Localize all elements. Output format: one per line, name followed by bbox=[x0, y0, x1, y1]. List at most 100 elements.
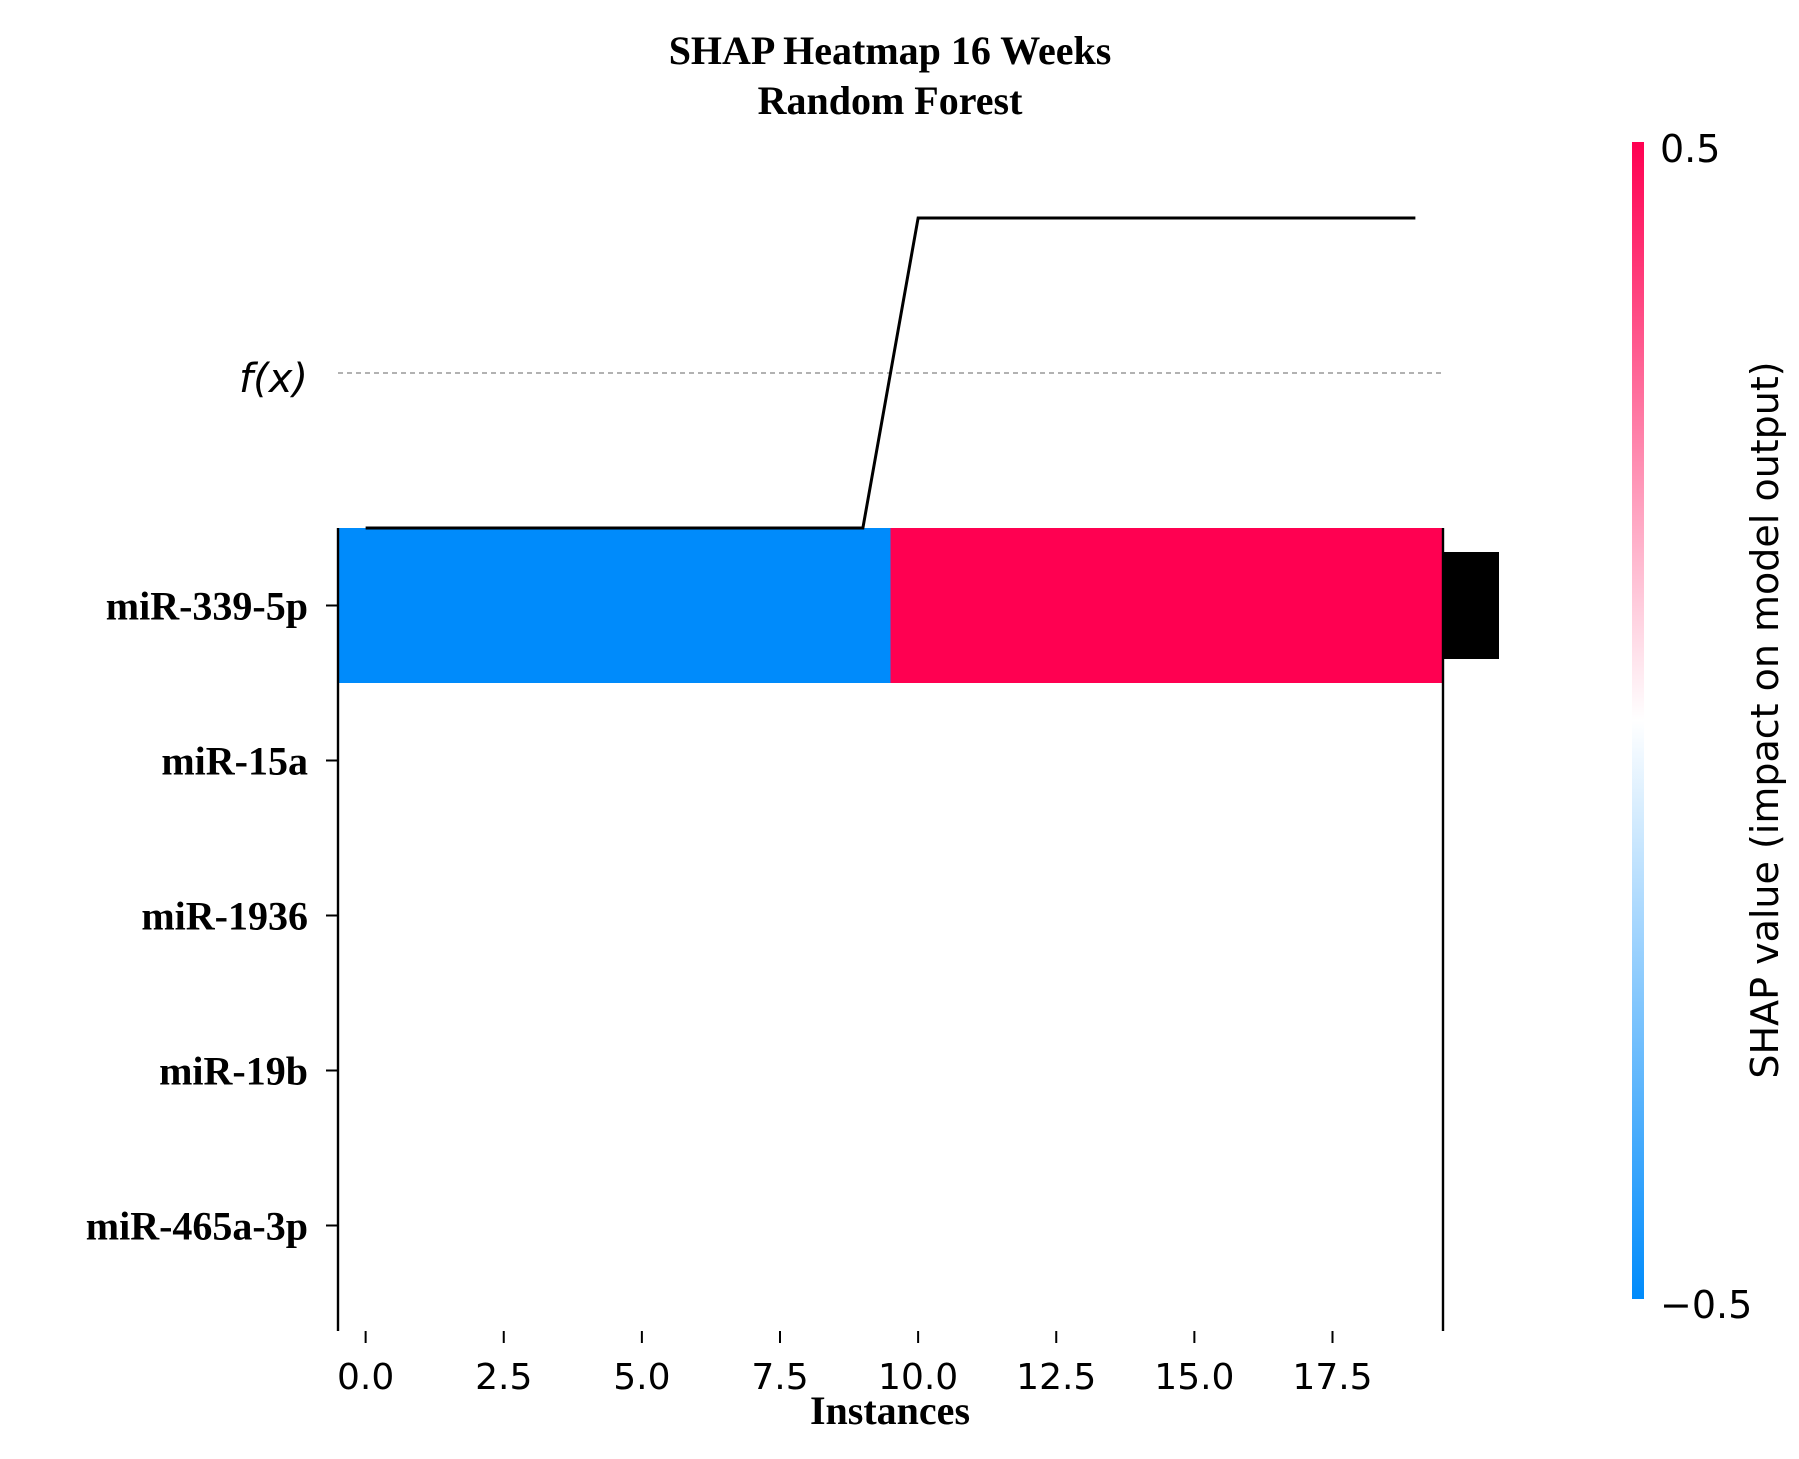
x-tick-labels: 0.0 2.5 5.0 7.5 10.0 12.5 15.0 17.5 bbox=[337, 1331, 1373, 1398]
heatmap-cell-miR-465a-3p-3 bbox=[503, 1148, 560, 1303]
y-tick-label-miR-465a-3p: miR-465a-3p bbox=[86, 1204, 308, 1249]
heatmap-cell-miR-1936-18 bbox=[1332, 838, 1389, 993]
heatmap-cell-miR-465a-3p-17 bbox=[1277, 1148, 1334, 1303]
heatmap-cell-miR-15a-16 bbox=[1222, 683, 1278, 838]
heatmap-cell-miR-465a-3p-18 bbox=[1332, 1148, 1389, 1303]
heatmap-cell-miR-465a-3p-11 bbox=[945, 1148, 1002, 1303]
heatmap-cell-miR-19b-8 bbox=[780, 993, 836, 1148]
heatmap-cell-miR-15a-13 bbox=[1056, 683, 1113, 838]
fx-label: f(x) bbox=[239, 356, 308, 402]
heatmap-cell-miR-339-5p-9 bbox=[835, 528, 892, 683]
heatmap-cell-miR-19b-18 bbox=[1332, 993, 1389, 1148]
heatmap-cell-miR-465a-3p-0 bbox=[338, 1148, 394, 1303]
heatmap-cell-miR-465a-3p-14 bbox=[1111, 1148, 1168, 1303]
heatmap-cell-miR-19b-13 bbox=[1056, 993, 1113, 1148]
heatmap-cell-miR-1936-4 bbox=[559, 838, 615, 993]
heatmap-cell-miR-339-5p-19 bbox=[1387, 528, 1444, 683]
heatmap-cell-miR-15a-14 bbox=[1111, 683, 1168, 838]
heatmap-cell-miR-465a-3p-1 bbox=[393, 1148, 450, 1303]
heatmap-cell-miR-1936-5 bbox=[614, 838, 671, 993]
heatmap-cell-miR-1936-19 bbox=[1387, 838, 1444, 993]
heatmap-cell-miR-19b-19 bbox=[1387, 993, 1444, 1148]
heatmap-cell-miR-1936-8 bbox=[780, 838, 836, 993]
heatmap-cell-miR-19b-10 bbox=[890, 993, 947, 1148]
heatmap-cell-miR-1936-12 bbox=[1001, 838, 1057, 993]
heatmap-cell-miR-19b-12 bbox=[1001, 993, 1057, 1148]
heatmap-cell-miR-339-5p-2 bbox=[448, 528, 505, 683]
y-tick-label-miR-1936: miR-1936 bbox=[141, 894, 308, 939]
y-tick-label-miR-19b: miR-19b bbox=[159, 1049, 308, 1094]
x-tick-label-5.0: 5.0 bbox=[613, 1357, 670, 1398]
heatmap-cell-miR-1936-13 bbox=[1056, 838, 1113, 993]
y-tick-label-miR-15a: miR-15a bbox=[161, 739, 308, 784]
heatmap-cell-miR-339-5p-11 bbox=[945, 528, 1002, 683]
heatmap-cell-miR-15a-4 bbox=[559, 683, 615, 838]
heatmap-cell-miR-465a-3p-19 bbox=[1387, 1148, 1444, 1303]
heatmap-cell-miR-465a-3p-13 bbox=[1056, 1148, 1113, 1303]
x-tick-label-0.0: 0.0 bbox=[337, 1357, 394, 1398]
heatmap-cell-miR-1936-7 bbox=[724, 838, 781, 993]
heatmap-cell-miR-19b-5 bbox=[614, 993, 671, 1148]
chart-subtitle: Random Forest bbox=[758, 78, 1023, 123]
heatmap-cell-miR-465a-3p-5 bbox=[614, 1148, 671, 1303]
heatmap-cell-miR-339-5p-10 bbox=[890, 528, 947, 683]
heatmap-cell-miR-19b-3 bbox=[503, 993, 560, 1148]
heatmap-cell-miR-15a-11 bbox=[945, 683, 1002, 838]
heatmap-cell-miR-15a-5 bbox=[614, 683, 671, 838]
heatmap-cell-miR-1936-0 bbox=[338, 838, 394, 993]
heatmap-cell-miR-465a-3p-8 bbox=[780, 1148, 836, 1303]
heatmap-cell-miR-1936-1 bbox=[393, 838, 450, 993]
heatmap-cell-miR-465a-3p-6 bbox=[669, 1148, 726, 1303]
heatmap-cells bbox=[338, 528, 1444, 1303]
x-tick-label-2.5: 2.5 bbox=[475, 1357, 532, 1398]
heatmap-cell-miR-339-5p-3 bbox=[503, 528, 560, 683]
heatmap-cell-miR-15a-7 bbox=[724, 683, 781, 838]
heatmap-cell-miR-465a-3p-7 bbox=[724, 1148, 781, 1303]
heatmap-cell-miR-19b-6 bbox=[669, 993, 726, 1148]
heatmap-cell-miR-15a-17 bbox=[1277, 683, 1334, 838]
heatmap-cell-miR-19b-7 bbox=[724, 993, 781, 1148]
heatmap-cell-miR-465a-3p-2 bbox=[448, 1148, 505, 1303]
y-tick-label-miR-339-5p: miR-339-5p bbox=[106, 584, 308, 629]
colorbar-min-label: −0.5 bbox=[1660, 1283, 1752, 1327]
heatmap-cell-miR-15a-6 bbox=[669, 683, 726, 838]
heatmap-cell-miR-19b-4 bbox=[559, 993, 615, 1148]
heatmap-cell-miR-15a-18 bbox=[1332, 683, 1389, 838]
heatmap-cell-miR-1936-16 bbox=[1222, 838, 1278, 993]
heatmap-cell-miR-1936-15 bbox=[1166, 838, 1223, 993]
x-tick-label-7.5: 7.5 bbox=[751, 1357, 808, 1398]
colorbar bbox=[1632, 142, 1644, 1299]
x-tick-label-12.5: 12.5 bbox=[1016, 1357, 1096, 1398]
heatmap-cell-miR-1936-2 bbox=[448, 838, 505, 993]
heatmap-cell-miR-19b-15 bbox=[1166, 993, 1223, 1148]
heatmap-cell-miR-19b-0 bbox=[338, 993, 394, 1148]
heatmap-cell-miR-19b-2 bbox=[448, 993, 505, 1148]
heatmap-cell-miR-19b-11 bbox=[945, 993, 1002, 1148]
x-tick-label-17.5: 17.5 bbox=[1292, 1357, 1372, 1398]
heatmap-cell-miR-15a-2 bbox=[448, 683, 505, 838]
fx-line bbox=[365, 216, 1416, 530]
importance-bars bbox=[1444, 552, 1499, 659]
fx-line-group bbox=[338, 216, 1443, 530]
heatmap-cell-miR-15a-3 bbox=[503, 683, 560, 838]
heatmap-cell-miR-339-5p-7 bbox=[724, 528, 781, 683]
x-axis-label: Instances bbox=[810, 1388, 970, 1433]
heatmap-cell-miR-1936-17 bbox=[1277, 838, 1334, 993]
heatmap-cell-miR-15a-1 bbox=[393, 683, 450, 838]
y-tick-labels: miR-339-5p miR-15a miR-1936 miR-19b miR-465a… bbox=[86, 584, 338, 1249]
heatmap-cell-miR-465a-3p-15 bbox=[1166, 1148, 1223, 1303]
heatmap-cell-miR-339-5p-16 bbox=[1222, 528, 1278, 683]
heatmap-cell-miR-15a-15 bbox=[1166, 683, 1223, 838]
heatmap-cell-miR-1936-10 bbox=[890, 838, 947, 993]
heatmap-cell-miR-15a-12 bbox=[1001, 683, 1057, 838]
heatmap-cell-miR-19b-16 bbox=[1222, 993, 1278, 1148]
heatmap-cell-miR-339-5p-4 bbox=[559, 528, 615, 683]
heatmap-cell-miR-15a-0 bbox=[338, 683, 394, 838]
heatmap-cell-miR-465a-3p-16 bbox=[1222, 1148, 1278, 1303]
colorbar-label: SHAP value (impact on model output) bbox=[1743, 361, 1787, 1078]
heatmap-cell-miR-339-5p-17 bbox=[1277, 528, 1334, 683]
heatmap-cell-miR-19b-17 bbox=[1277, 993, 1334, 1148]
x-tick-label-10.0: 10.0 bbox=[878, 1357, 958, 1398]
heatmap-cell-miR-465a-3p-9 bbox=[835, 1148, 892, 1303]
